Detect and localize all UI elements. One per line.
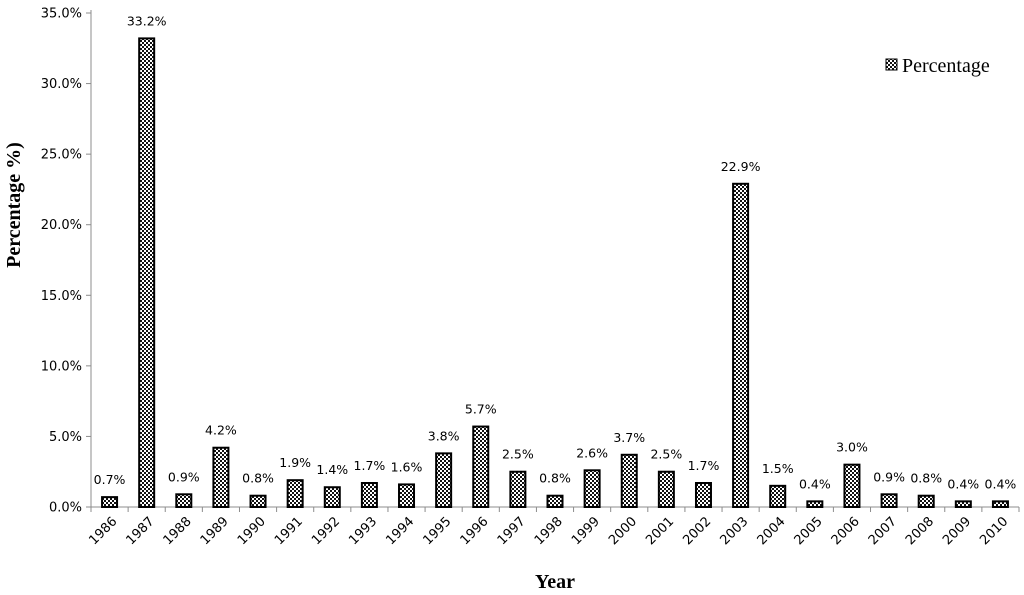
legend-label: Percentage <box>902 55 990 77</box>
data-label-2006: 3.0% <box>836 440 868 455</box>
y-tick-label: 0.0% <box>49 501 82 516</box>
x-tick-label: 2009 <box>940 514 974 548</box>
x-tick-label: 1989 <box>198 514 232 548</box>
bar-2000 <box>620 453 638 508</box>
bar-1998 <box>546 494 564 508</box>
bar-2002 <box>694 482 712 508</box>
data-label-1989: 4.2% <box>205 423 237 438</box>
bar-2005 <box>806 500 824 508</box>
y-tick-label: 30.0% <box>41 77 82 92</box>
data-label-2003: 22.9% <box>721 159 761 174</box>
bar-1989 <box>212 446 230 508</box>
y-tick-label: 10.0% <box>41 359 82 374</box>
bar-1991 <box>286 479 304 509</box>
bar-2010 <box>991 500 1009 508</box>
x-tick-label: 2007 <box>866 514 900 548</box>
bar-1990 <box>249 494 267 508</box>
data-label-1988: 0.9% <box>168 469 200 484</box>
data-label-1997: 2.5% <box>502 447 534 462</box>
bar-1997 <box>509 470 527 509</box>
data-label-2002: 1.7% <box>688 458 720 473</box>
x-tick-label: 1992 <box>309 514 343 548</box>
data-labels: 0.7% 33.2% 0.9% 4.2% 0.8% 1.9% 1.4% 1.7% 1.6% 3.8… <box>94 13 1017 491</box>
x-tick-label: 1991 <box>272 514 306 548</box>
data-label-2005: 0.4% <box>799 476 831 491</box>
data-label-2009: 0.4% <box>947 476 979 491</box>
data-label-2010: 0.4% <box>985 476 1017 491</box>
x-tick-label: 2006 <box>829 514 863 548</box>
x-tick-label: 1990 <box>235 514 269 548</box>
y-tick-label: 15.0% <box>41 289 82 304</box>
bar-1995 <box>435 452 453 509</box>
x-tick-label: 2008 <box>903 514 937 548</box>
x-tick-label: 1997 <box>495 514 529 548</box>
data-label-1999: 2.6% <box>576 445 608 460</box>
bar-2008 <box>917 494 935 508</box>
data-label-1992: 1.4% <box>316 462 348 477</box>
data-label-1995: 3.8% <box>428 428 460 443</box>
y-tick-label: 5.0% <box>49 430 82 445</box>
bar-1987 <box>138 37 156 509</box>
bar-1996 <box>472 425 490 509</box>
data-label-2004: 1.5% <box>762 461 794 476</box>
x-tick-label: 1996 <box>458 514 492 548</box>
x-tick-label: 2010 <box>977 514 1011 548</box>
x-tick-label: 1993 <box>346 514 380 548</box>
data-label-2007: 0.9% <box>873 469 905 484</box>
data-label-2001: 2.5% <box>650 447 682 462</box>
data-label-1998: 0.8% <box>539 471 571 486</box>
data-label-1994: 1.6% <box>391 459 423 474</box>
x-tick-label: 2002 <box>680 514 714 548</box>
x-tick-label: 1988 <box>161 514 195 548</box>
x-tick-label: 2000 <box>606 514 640 548</box>
x-tick-label: 1994 <box>383 514 417 548</box>
bar-1999 <box>583 469 601 508</box>
x-tick-label: 2004 <box>755 514 789 548</box>
data-label-1991: 1.9% <box>279 455 311 470</box>
x-axis: 1986 1987 1988 1989 1990 1991 1992 1993 1994 1995… <box>86 506 1020 548</box>
y-tick-label: 25.0% <box>41 148 82 163</box>
data-label-1996: 5.7% <box>465 402 497 417</box>
bar-1994 <box>398 483 416 509</box>
x-tick-label: 1987 <box>124 514 158 548</box>
data-label-1993: 1.7% <box>354 458 386 473</box>
x-tick-label: 2003 <box>717 514 751 548</box>
legend-swatch <box>885 58 898 71</box>
bars <box>101 37 1009 509</box>
x-tick-label: 2001 <box>643 514 677 548</box>
data-label-1990: 0.8% <box>242 471 274 486</box>
x-axis-title: Year <box>535 571 575 593</box>
bar-2007 <box>880 493 898 509</box>
x-tick-label: 1999 <box>569 514 603 548</box>
x-tick-label: 1986 <box>86 514 120 548</box>
x-tick-label: 1998 <box>532 514 566 548</box>
legend: Percentage <box>885 55 990 77</box>
bar-2003 <box>732 182 750 508</box>
bar-2006 <box>843 463 861 508</box>
bar-1993 <box>360 482 378 508</box>
data-label-2000: 3.7% <box>613 430 645 445</box>
y-tick-label: 20.0% <box>41 218 82 233</box>
bar-2001 <box>657 470 675 509</box>
bar-1992 <box>323 486 341 508</box>
data-label-1986: 0.7% <box>94 472 126 487</box>
bar-2004 <box>769 484 787 509</box>
x-tick-label: 2005 <box>792 514 826 548</box>
bar-1988 <box>175 493 193 509</box>
y-axis: 0.0% 5.0% 10.0% 15.0% 20.0% 25.0% 30.0% 35.0% <box>41 7 92 516</box>
bar-1986 <box>101 496 119 508</box>
data-label-1987: 33.2% <box>127 13 167 28</box>
data-label-2008: 0.8% <box>910 471 942 486</box>
y-tick-label: 35.0% <box>41 7 82 22</box>
bar-2009 <box>954 500 972 508</box>
y-axis-title: Percentage %) <box>3 142 25 268</box>
x-tick-label: 1995 <box>420 514 454 548</box>
